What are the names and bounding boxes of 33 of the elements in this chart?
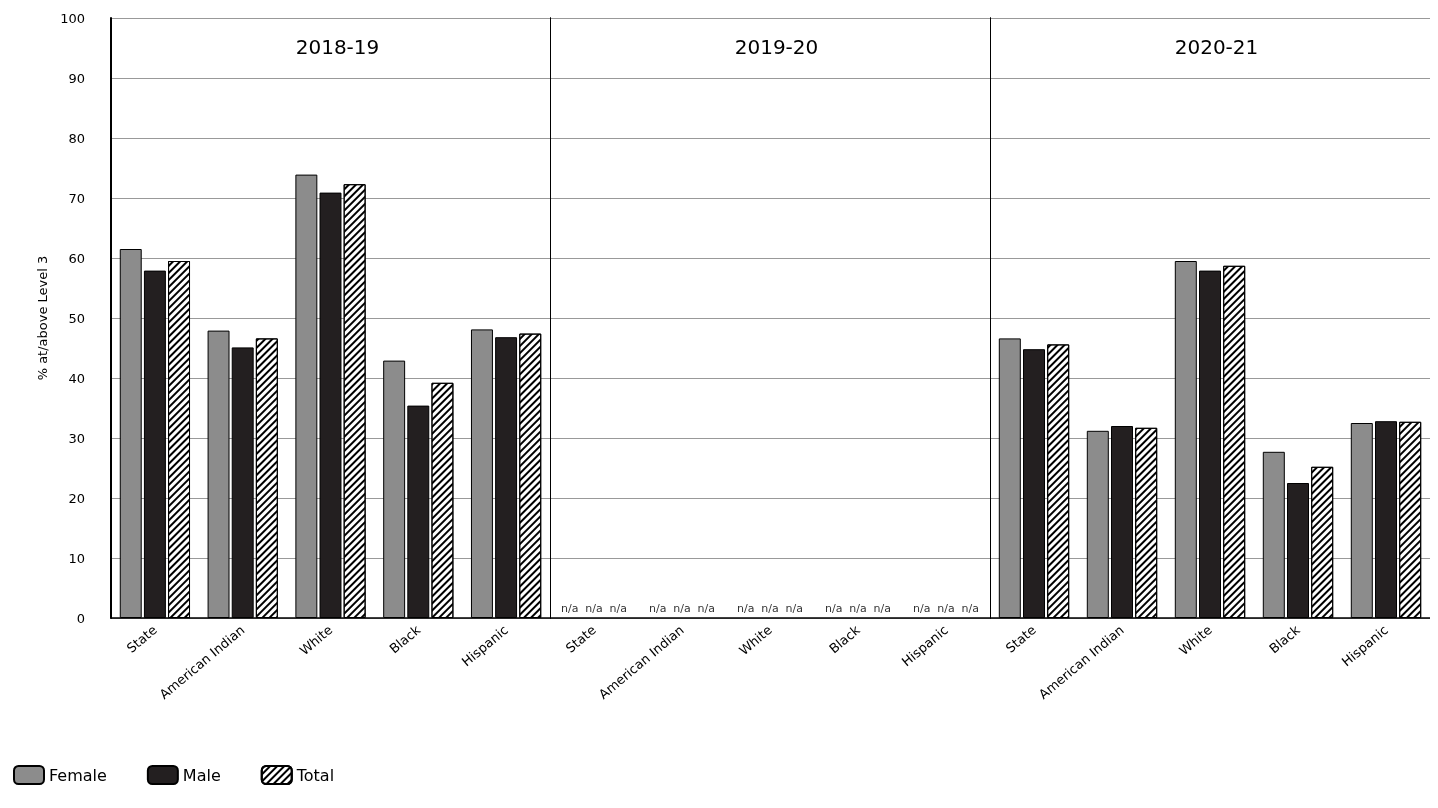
y-tick-label: 0 (76, 610, 85, 626)
text: n/a (785, 602, 803, 615)
text: 2018-19 (295, 35, 380, 59)
text: n/a (697, 602, 715, 615)
y-tick-label: 10 (68, 550, 85, 566)
text: n/a (873, 602, 891, 615)
text: n/a (761, 602, 779, 615)
y-tick-label: 20 (68, 490, 85, 506)
text: n/a (937, 602, 955, 615)
text: n/a (673, 602, 691, 615)
y-tick-label: 50 (68, 310, 85, 326)
y-axis-title: % at/above Level 3 (35, 255, 51, 381)
text: n/a (585, 602, 603, 615)
text: n/a (913, 602, 931, 615)
y-tick-label: 70 (68, 190, 85, 206)
legend-label: Male (182, 765, 221, 785)
text: 2019-20 (734, 35, 819, 59)
y-tick-label: 90 (68, 70, 85, 86)
y-tick-label: 30 (68, 430, 85, 446)
y-tick-label: 100 (60, 10, 85, 26)
text: n/a (961, 602, 979, 615)
text: n/a (825, 602, 843, 615)
y-tick-label: 40 (68, 370, 85, 386)
text: n/a (561, 602, 579, 615)
y-tick-label: 60 (68, 250, 85, 266)
text: n/a (737, 602, 755, 615)
text: n/a (649, 602, 667, 615)
text: n/a (849, 602, 867, 615)
legend-label: Female (49, 765, 107, 785)
y-tick-label: 80 (68, 130, 85, 146)
text: 2020-21 (1174, 35, 1259, 59)
legend-label: Total (295, 765, 335, 785)
text: n/a (609, 602, 627, 615)
